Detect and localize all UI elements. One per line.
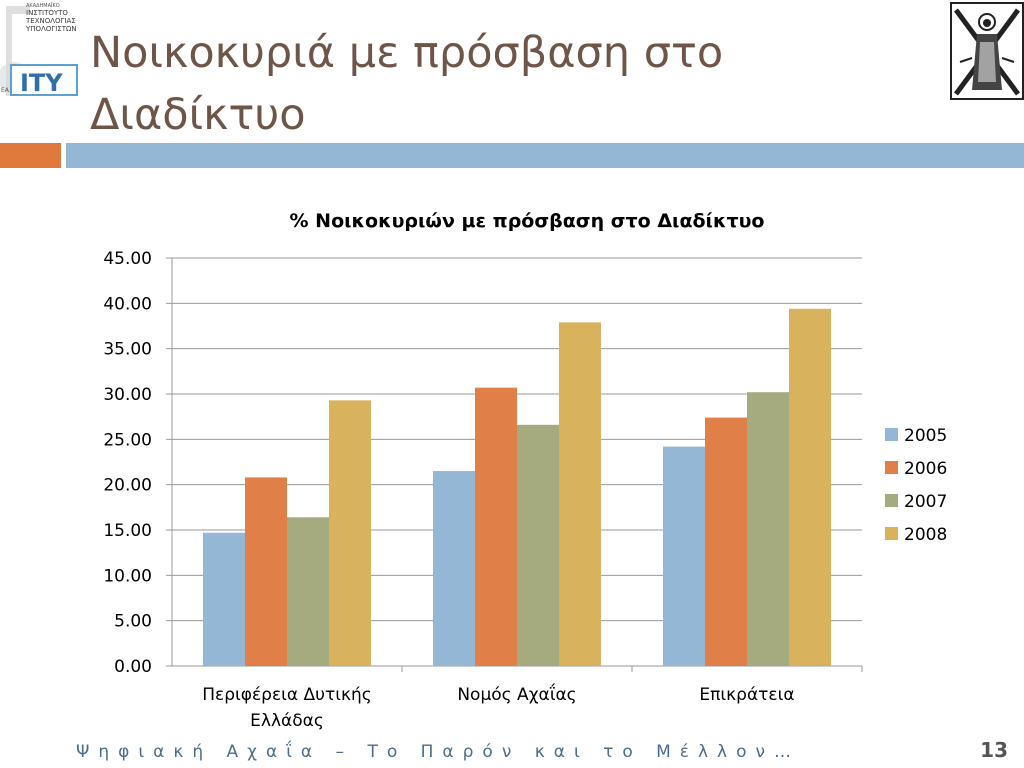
page-number: 13 — [980, 738, 1008, 762]
bar — [517, 424, 559, 666]
chart-title: % Νοικοκυριών με πρόσβαση στο Διαδίκτυο — [290, 210, 765, 232]
x-category-label: Νομός Αχαΐας — [457, 682, 576, 705]
logo-text-line: ΥΠΟΛΟΓΙΣΤΩΝ — [25, 25, 77, 33]
x-category-label: Επικράτεια — [699, 685, 794, 705]
logo-text-line: ΤΕΧΝΟΛΟΓΙΑΣ — [25, 17, 76, 25]
logo-text-line: ΙΝΣΤΙΤΟΥΤΟ — [26, 9, 68, 17]
bar — [287, 517, 329, 666]
bar — [433, 471, 475, 666]
legend-label: 2007 — [904, 492, 947, 512]
legend-label: 2008 — [904, 525, 947, 545]
logo-mark: ΙΤΥ — [20, 69, 63, 97]
legend-swatch — [885, 527, 898, 540]
x-category-label: Ελλάδας — [250, 711, 324, 731]
bar — [789, 308, 831, 666]
bar — [245, 477, 287, 666]
bar — [747, 392, 789, 666]
iti-logo: ΑΚΑΔΗΜΑΪΚΟ ΙΝΣΤΙΤΟΥΤΟ ΤΕΧΝΟΛΟΓΙΑΣ ΥΠΟΛΟΓ… — [0, 0, 82, 98]
y-tick-label: 35.00 — [103, 340, 152, 360]
y-tick-label: 10.00 — [103, 566, 152, 586]
slide-title: Νοικοκυριά με πρόσβαση στο Διαδίκτυο — [90, 28, 724, 140]
saint-andrew-emblem-icon — [950, 2, 1024, 100]
legend-swatch — [885, 428, 898, 441]
accent-bar-blue — [66, 143, 1024, 168]
y-tick-label: 20.00 — [103, 476, 152, 496]
y-tick-label: 45.00 — [103, 249, 152, 269]
y-tick-label: 5.00 — [114, 612, 152, 632]
legend-label: 2006 — [904, 459, 947, 479]
bar-chart: % Νοικοκυριών με πρόσβαση στο Διαδίκτυο 0… — [103, 210, 947, 731]
bar — [559, 322, 601, 666]
bar — [705, 417, 747, 666]
bar — [475, 387, 517, 666]
y-tick-label: 30.00 — [103, 385, 152, 405]
y-tick-label: 40.00 — [103, 294, 152, 314]
legend-label: 2005 — [904, 426, 947, 446]
bar — [329, 400, 371, 666]
y-tick-label: 25.00 — [103, 430, 152, 450]
logo-side-text: ΕΑ — [1, 87, 10, 94]
accent-bar-orange — [0, 143, 61, 168]
legend-swatch — [885, 494, 898, 507]
logo-text-line: ΑΚΑΔΗΜΑΪΚΟ — [26, 2, 60, 9]
legend-swatch — [885, 461, 898, 474]
y-tick-label: 0.00 — [114, 657, 152, 677]
y-tick-label: 15.00 — [103, 521, 152, 541]
bar — [663, 446, 705, 666]
footer-text: Ψηφιακή Αχαΐα – Το Παρόν και το Μέλλον… — [76, 742, 801, 762]
x-category-label: Περιφέρεια Δυτικής — [202, 685, 372, 705]
bar — [203, 532, 245, 666]
